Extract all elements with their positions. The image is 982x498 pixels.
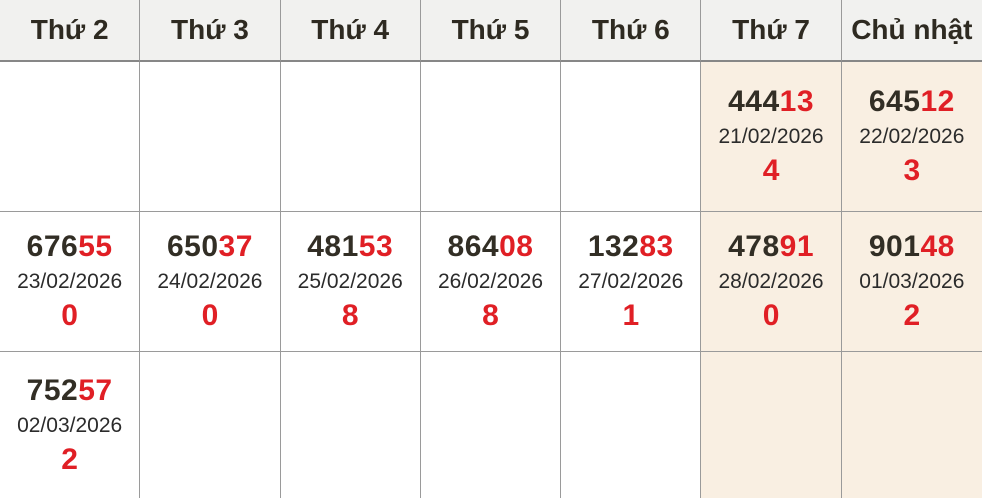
result-date: 22/02/2026 — [859, 125, 965, 148]
result-cell — [280, 62, 421, 212]
result-cell — [561, 352, 702, 498]
result-count: 2 — [61, 442, 78, 476]
day-header-thursday: Thứ 5 — [420, 0, 562, 62]
result-date: 01/03/2026 — [859, 270, 965, 293]
result-count: 0 — [762, 299, 780, 332]
result-cell[interactable]: 64512 22/02/2026 3 — [841, 62, 982, 212]
result-count: 1 — [622, 299, 640, 332]
result-number-tail: 37 — [218, 230, 253, 263]
result-number-main: 645 — [868, 85, 921, 118]
result-number: 64512 — [869, 87, 955, 117]
result-number-tail: 48 — [920, 230, 955, 263]
result-number: 65037 — [167, 232, 253, 262]
result-number-main: 650 — [166, 230, 219, 263]
result-number: 48153 — [307, 232, 393, 262]
result-date: 27/02/2026 — [578, 270, 684, 293]
day-header-saturday: Thứ 7 — [701, 0, 842, 62]
result-count: 8 — [341, 299, 359, 332]
result-number-main: 132 — [587, 230, 640, 263]
result-number: 75257 — [26, 373, 113, 407]
result-cell — [140, 352, 281, 498]
result-cell[interactable]: 75257 02/03/2026 2 — [0, 352, 141, 498]
day-header-wednesday: Thứ 4 — [280, 0, 421, 62]
result-number-tail: 55 — [78, 230, 113, 263]
result-number-tail: 83 — [639, 230, 674, 263]
result-cell — [0, 62, 141, 212]
result-count: 4 — [762, 154, 780, 187]
result-number: 44413 — [728, 87, 814, 117]
result-cell[interactable]: 65037 24/02/2026 0 — [140, 212, 281, 352]
result-cell[interactable]: 44413 21/02/2026 4 — [701, 62, 842, 212]
result-number-main: 478 — [728, 230, 780, 263]
result-cell[interactable]: 47891 28/02/2026 0 — [701, 212, 842, 352]
result-number-tail: 13 — [779, 85, 815, 118]
result-cell[interactable]: 90148 01/03/2026 2 — [841, 212, 982, 352]
result-number-main: 901 — [868, 230, 921, 263]
result-number-tail: 08 — [499, 230, 534, 263]
result-cell — [280, 352, 421, 498]
result-count: 2 — [903, 299, 921, 332]
result-number-tail: 12 — [920, 85, 955, 118]
result-number: 13283 — [588, 232, 674, 262]
result-cell[interactable]: 48153 25/02/2026 8 — [280, 212, 421, 352]
result-number-main: 752 — [26, 373, 79, 407]
result-date: 26/02/2026 — [437, 270, 544, 293]
result-date: 25/02/2026 — [297, 270, 403, 293]
result-count: 3 — [903, 154, 921, 187]
result-number-tail: 91 — [779, 230, 815, 263]
day-header-tuesday: Thứ 3 — [140, 0, 281, 62]
result-number-main: 864 — [447, 230, 500, 263]
result-cell — [841, 352, 982, 498]
result-number-main: 481 — [307, 230, 359, 263]
result-cell — [140, 62, 281, 212]
result-cell — [420, 62, 562, 212]
result-number: 47891 — [728, 232, 814, 262]
result-number-tail: 57 — [78, 373, 113, 407]
result-cell — [701, 352, 842, 498]
result-count: 8 — [482, 299, 499, 332]
result-date: 24/02/2026 — [157, 270, 263, 293]
result-number-tail: 53 — [358, 230, 394, 263]
day-header-sunday: Chủ nhật — [841, 0, 982, 62]
result-number-main: 676 — [26, 230, 79, 263]
result-count: 0 — [201, 299, 219, 332]
result-cell — [561, 62, 702, 212]
day-header-monday: Thứ 2 — [0, 0, 141, 62]
result-date: 21/02/2026 — [718, 125, 824, 148]
result-count: 0 — [61, 299, 78, 332]
result-cell[interactable]: 86408 26/02/2026 8 — [420, 212, 562, 352]
result-number: 67655 — [27, 232, 113, 262]
result-date: 28/02/2026 — [718, 270, 824, 293]
result-date: 02/03/2026 — [17, 413, 123, 437]
result-cell[interactable]: 13283 27/02/2026 1 — [561, 212, 702, 352]
result-cell — [420, 352, 562, 498]
result-date: 23/02/2026 — [17, 270, 123, 293]
result-number: 90148 — [869, 232, 955, 262]
result-number-main: 444 — [728, 85, 780, 118]
result-cell[interactable]: 67655 23/02/2026 0 — [0, 212, 141, 352]
day-header-friday: Thứ 6 — [561, 0, 702, 62]
result-number: 86408 — [448, 232, 534, 262]
